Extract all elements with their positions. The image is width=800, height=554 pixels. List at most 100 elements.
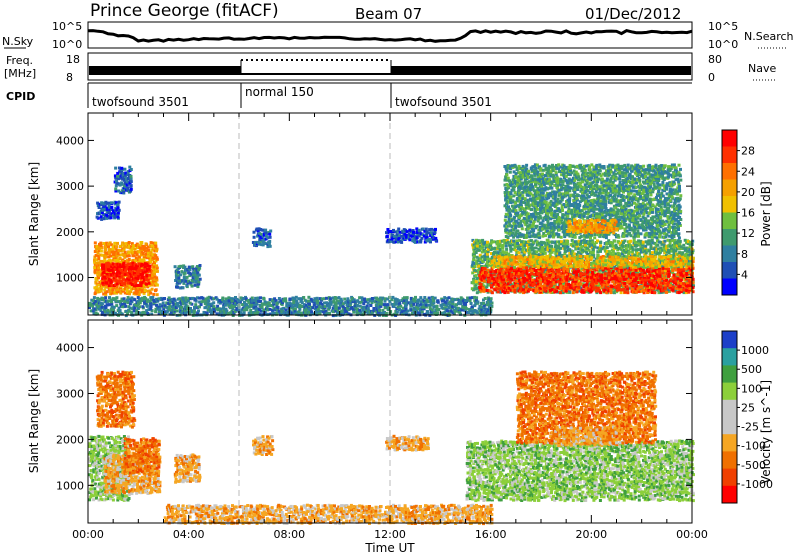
scatter-cell <box>104 291 108 295</box>
scatter-cell <box>575 253 579 256</box>
scatter-cell <box>375 307 379 311</box>
scatter-cell <box>649 276 653 280</box>
scatter-cell <box>109 259 113 263</box>
scatter-cell <box>544 248 548 252</box>
scatter-cell <box>284 308 288 312</box>
scatter-cell <box>479 244 483 248</box>
scatter-cell <box>630 254 633 258</box>
scatter-cell <box>119 172 123 176</box>
scatter-cell <box>480 308 484 312</box>
scatter-cell <box>369 303 373 307</box>
scatter-cell <box>126 188 130 192</box>
scatter-cell <box>231 305 235 309</box>
scatter-cell <box>96 204 100 208</box>
scatter-cell <box>515 239 519 243</box>
scatter-cell <box>380 302 384 306</box>
scatter-cell <box>140 250 144 254</box>
scatter-cell <box>283 312 287 316</box>
scatter-cell <box>110 305 114 309</box>
scatter-cell <box>580 245 584 249</box>
scatter-cell <box>525 266 529 270</box>
scatter-cell <box>296 302 300 306</box>
scatter-cell <box>502 266 506 270</box>
scatter-cell <box>130 265 134 269</box>
scatter-cell <box>472 242 476 246</box>
scatter-cell <box>575 240 579 244</box>
scatter-cell <box>143 265 147 269</box>
scatter-cell <box>428 228 432 232</box>
scatter-cell <box>147 251 150 255</box>
scatter-cell <box>113 267 117 271</box>
scatter-cell <box>548 251 552 255</box>
scatter-cell <box>684 248 688 252</box>
scatter-cell <box>414 295 417 299</box>
scatter-cell <box>225 309 229 313</box>
scatter-cell <box>514 279 518 283</box>
scatter-cell <box>131 261 135 265</box>
scatter-cell <box>185 298 189 302</box>
scatter-cell <box>175 309 179 313</box>
scatter-cell <box>92 299 96 303</box>
scatter-cell <box>327 303 331 307</box>
scatter-cell <box>359 310 363 314</box>
scatter-cell <box>154 244 158 248</box>
scatter-cell <box>421 227 425 231</box>
scatter-cell <box>152 292 156 296</box>
scatter-cell <box>499 287 503 291</box>
scatter-cell <box>403 311 407 315</box>
scatter-cell <box>126 301 130 305</box>
scatter-cell <box>532 272 536 276</box>
scatter-cell <box>384 303 388 307</box>
scatter-cell <box>109 248 113 252</box>
scatter-cell <box>365 304 369 308</box>
scatter-cell <box>504 284 508 288</box>
scatter-cell <box>429 300 433 304</box>
scatter-cell <box>335 299 339 303</box>
scatter-cell <box>334 302 338 306</box>
cpid-label: CPID <box>6 90 35 103</box>
scatter-cell <box>537 243 541 247</box>
scatter-cell <box>412 237 416 241</box>
scatter-cell <box>112 276 116 280</box>
scatter-cell <box>170 311 173 315</box>
scatter-cell <box>550 247 554 251</box>
scatter-cell <box>412 302 416 306</box>
scatter-cell <box>183 311 187 315</box>
scatter-cell <box>200 300 204 304</box>
scatter-cell <box>519 268 523 271</box>
scatter-cell <box>479 239 482 243</box>
scatter-cell <box>493 246 497 250</box>
scatter-cell <box>119 268 123 272</box>
scatter-cell <box>233 305 237 308</box>
scatter-cell <box>141 272 145 276</box>
scatter-cell <box>115 282 119 286</box>
scatter-cell <box>477 257 481 261</box>
scatter-cell <box>105 268 109 272</box>
power-data-cells <box>88 163 695 318</box>
scatter-cell <box>668 244 672 248</box>
scatter-cell <box>541 248 545 252</box>
scatter-cell <box>153 272 156 276</box>
scatter-cell <box>212 301 216 305</box>
scatter-cell <box>646 282 650 286</box>
scatter-cell <box>651 241 655 245</box>
scatter-cell <box>113 174 117 178</box>
scatter-cell <box>477 307 481 311</box>
scatter-cell <box>196 311 200 315</box>
scatter-cell <box>611 241 615 245</box>
scatter-cell <box>108 303 112 307</box>
scatter-cell <box>577 247 581 251</box>
scatter-cell <box>678 251 682 255</box>
scatter-cell <box>546 241 550 245</box>
scatter-cell <box>149 307 153 311</box>
scatter-cell <box>95 244 99 248</box>
scatter-cell <box>145 304 149 308</box>
scatter-cell <box>288 306 292 310</box>
scatter-cell <box>354 304 358 308</box>
scatter-cell <box>123 187 127 191</box>
scatter-cell <box>502 275 506 279</box>
scatter-cell <box>560 266 564 270</box>
scatter-cell <box>522 280 526 284</box>
scatter-cell <box>137 262 141 266</box>
scatter-cell <box>104 275 108 279</box>
